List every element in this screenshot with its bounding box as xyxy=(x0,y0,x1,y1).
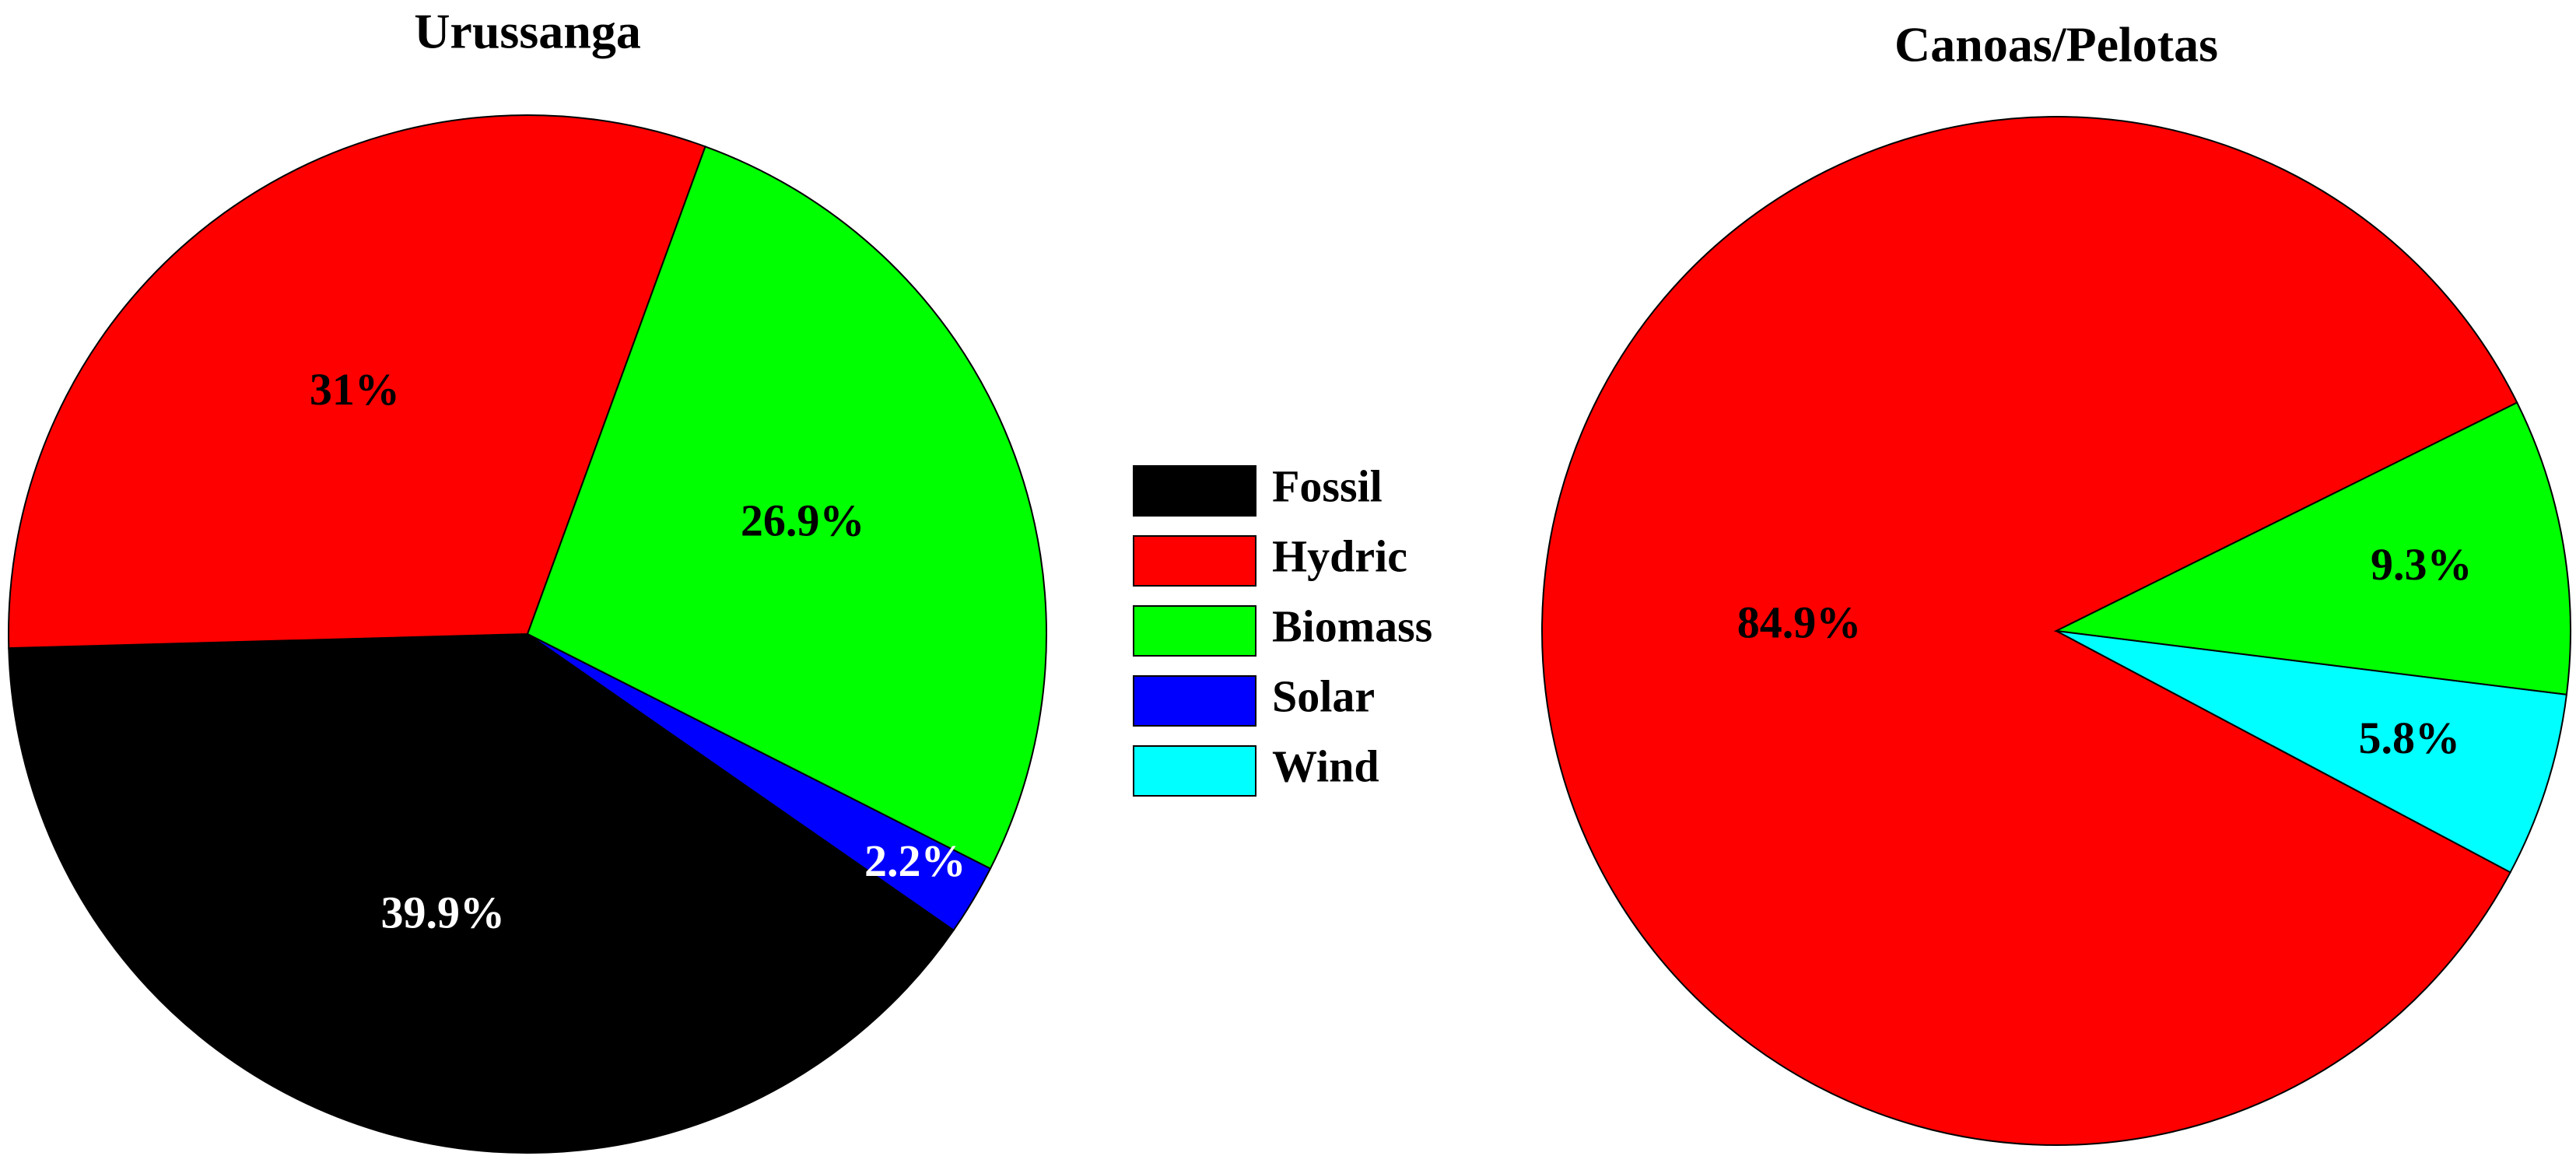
legend-label: Fossil xyxy=(1272,461,1383,511)
legend-label: Hydric xyxy=(1272,531,1407,581)
pie-slice xyxy=(526,145,1047,870)
data-label: 9.3% xyxy=(2371,539,2473,590)
data-label: 2.2% xyxy=(864,835,966,886)
data-label: 5.8% xyxy=(2358,713,2460,763)
chart-title: Canoas/Pelotas xyxy=(1894,17,2218,72)
pie-slice xyxy=(2056,630,2568,874)
data-label: 31% xyxy=(310,364,400,415)
legend-swatch xyxy=(1133,745,1256,797)
legend-swatch xyxy=(1133,605,1256,657)
legend-swatch xyxy=(1133,675,1256,727)
data-label: 84.9% xyxy=(1737,597,1862,648)
data-label: 39.9% xyxy=(381,888,506,938)
chart-title: Urussanga xyxy=(414,4,641,59)
legend-label: Biomass xyxy=(1272,601,1432,651)
data-label: 26.9% xyxy=(741,496,865,546)
pie-slice xyxy=(2053,401,2571,696)
pie-slice xyxy=(8,114,706,650)
legend-label: Solar xyxy=(1272,671,1375,721)
pie-slice xyxy=(1541,116,2518,1146)
legend-swatch xyxy=(1133,465,1256,517)
pie-slice xyxy=(527,633,992,932)
pie-slice xyxy=(8,632,955,1154)
legend-label: Wind xyxy=(1272,741,1379,791)
legend-swatch xyxy=(1133,535,1256,587)
